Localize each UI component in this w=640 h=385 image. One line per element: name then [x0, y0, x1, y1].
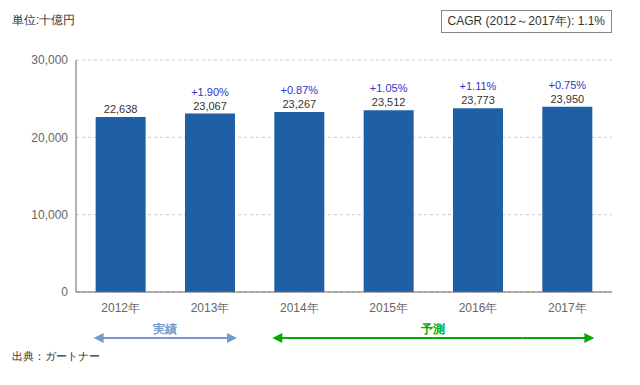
svg-text:実績: 実績: [152, 322, 177, 336]
svg-text:+1.05%: +1.05%: [370, 82, 408, 94]
svg-text:20,000: 20,000: [31, 131, 68, 145]
svg-text:23,267: 23,267: [282, 98, 316, 110]
svg-text:30,000: 30,000: [31, 53, 68, 67]
svg-text:22,638: 22,638: [104, 103, 138, 115]
svg-text:2012年: 2012年: [101, 301, 140, 315]
html-text:単位:十億円: 単位:十億円: [12, 13, 76, 27]
svg-text:2017年: 2017年: [548, 301, 587, 315]
svg-text:23,067: 23,067: [193, 100, 227, 112]
svg-text:+0.87%: +0.87%: [281, 84, 319, 96]
svg-text:+1.11%: +1.11%: [460, 80, 497, 92]
svg-text:0: 0: [61, 285, 68, 299]
svg-text:23,512: 23,512: [372, 96, 406, 108]
svg-text:+1.90%: +1.90%: [191, 86, 229, 98]
svg-text:23,950: 23,950: [550, 93, 584, 105]
svg-text:2013年: 2013年: [191, 301, 230, 315]
svg-text:10,000: 10,000: [31, 208, 68, 222]
svg-text:23,773: 23,773: [461, 94, 495, 106]
svg-text:+0.75%: +0.75%: [549, 79, 587, 91]
svg-text:2016年: 2016年: [459, 301, 498, 315]
svg-text:予測: 予測: [420, 322, 445, 336]
svg-text:2014年: 2014年: [280, 301, 319, 315]
html-text:出典：ガートナー: 出典：ガートナー: [12, 350, 100, 362]
svg-text:2015年: 2015年: [369, 301, 408, 315]
html-text:CAGR (2012～2017年): 1.1%: CAGR (2012～2017年): 1.1%: [447, 14, 605, 28]
